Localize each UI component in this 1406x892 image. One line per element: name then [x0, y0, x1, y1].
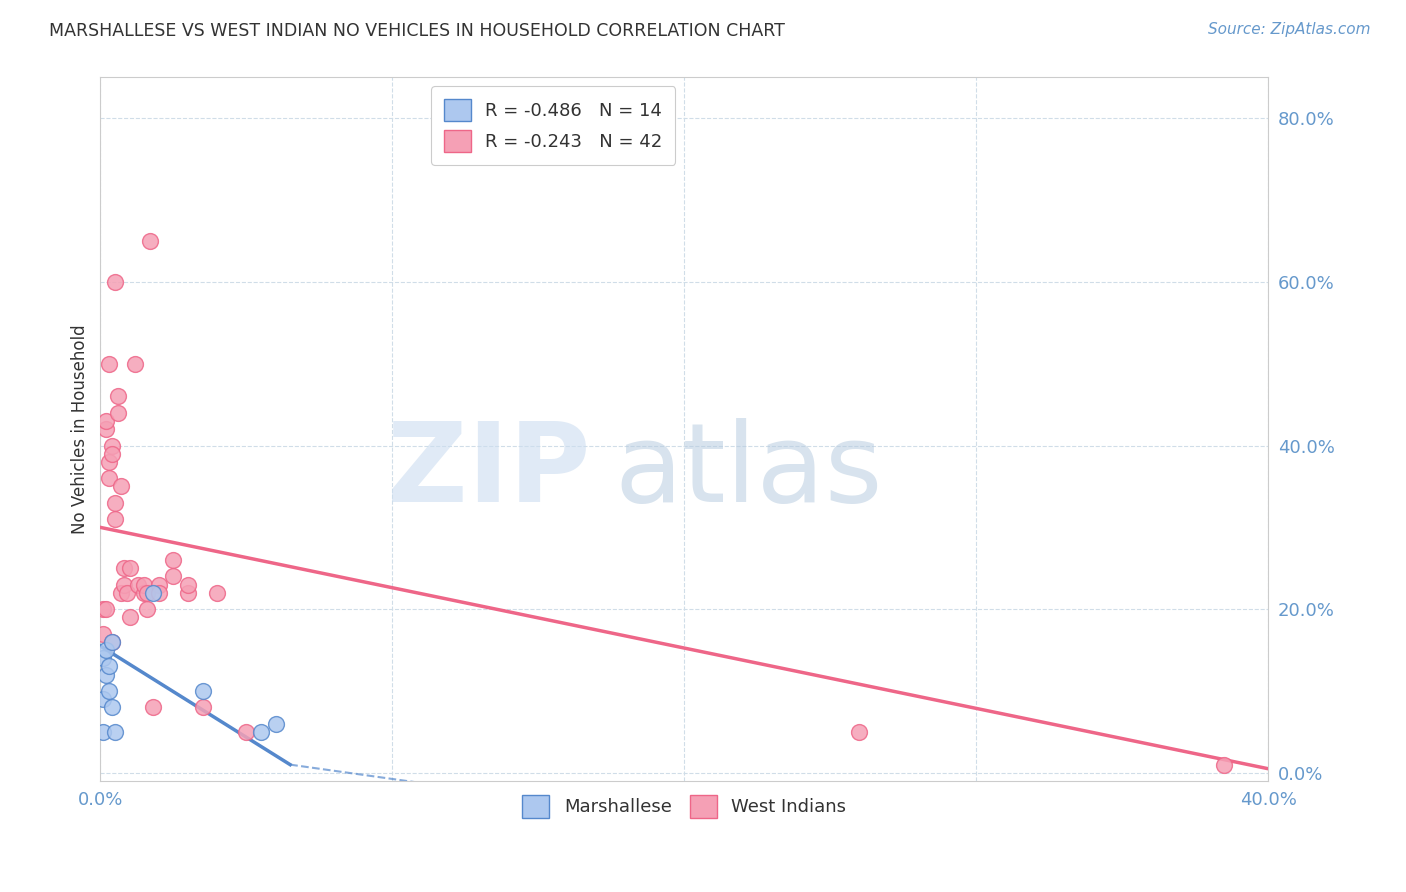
Point — [101, 447, 124, 461]
Point — [127, 577, 149, 591]
Point — [115, 586, 138, 600]
Point — [91, 725, 114, 739]
Point — [177, 577, 200, 591]
Point — [250, 725, 273, 739]
Point — [98, 455, 121, 469]
Point — [98, 684, 121, 698]
Point — [124, 357, 146, 371]
Point — [104, 512, 127, 526]
Point — [112, 577, 135, 591]
Point — [101, 700, 124, 714]
Point — [191, 700, 214, 714]
Text: Source: ZipAtlas.com: Source: ZipAtlas.com — [1208, 22, 1371, 37]
Point — [162, 569, 184, 583]
Point — [118, 610, 141, 624]
Point — [96, 422, 118, 436]
Point — [205, 586, 228, 600]
Point — [98, 357, 121, 371]
Point — [91, 626, 114, 640]
Text: MARSHALLESE VS WEST INDIAN NO VEHICLES IN HOUSEHOLD CORRELATION CHART: MARSHALLESE VS WEST INDIAN NO VEHICLES I… — [49, 22, 785, 40]
Point — [264, 716, 287, 731]
Point — [148, 586, 170, 600]
Point — [104, 496, 127, 510]
Point — [162, 553, 184, 567]
Point — [96, 667, 118, 681]
Point — [96, 643, 118, 657]
Point — [110, 586, 132, 600]
Point — [848, 725, 870, 739]
Point — [139, 234, 162, 248]
Point — [142, 586, 165, 600]
Point — [191, 684, 214, 698]
Point — [235, 725, 257, 739]
Point — [101, 635, 124, 649]
Point — [101, 439, 124, 453]
Y-axis label: No Vehicles in Household: No Vehicles in Household — [72, 325, 89, 534]
Legend: Marshallese, West Indians: Marshallese, West Indians — [515, 789, 853, 825]
Text: atlas: atlas — [614, 418, 883, 524]
Point — [91, 692, 114, 706]
Point — [1213, 757, 1236, 772]
Point — [96, 602, 118, 616]
Point — [112, 561, 135, 575]
Point — [98, 659, 121, 673]
Point — [96, 414, 118, 428]
Point — [142, 700, 165, 714]
Point — [118, 561, 141, 575]
Point — [134, 577, 156, 591]
Point — [136, 602, 159, 616]
Point — [98, 471, 121, 485]
Point — [177, 586, 200, 600]
Point — [134, 586, 156, 600]
Point — [104, 275, 127, 289]
Point — [148, 577, 170, 591]
Point — [101, 635, 124, 649]
Point — [136, 586, 159, 600]
Point — [104, 725, 127, 739]
Point — [91, 651, 114, 665]
Point — [91, 602, 114, 616]
Text: ZIP: ZIP — [388, 418, 591, 524]
Point — [107, 389, 129, 403]
Point — [107, 406, 129, 420]
Point — [110, 479, 132, 493]
